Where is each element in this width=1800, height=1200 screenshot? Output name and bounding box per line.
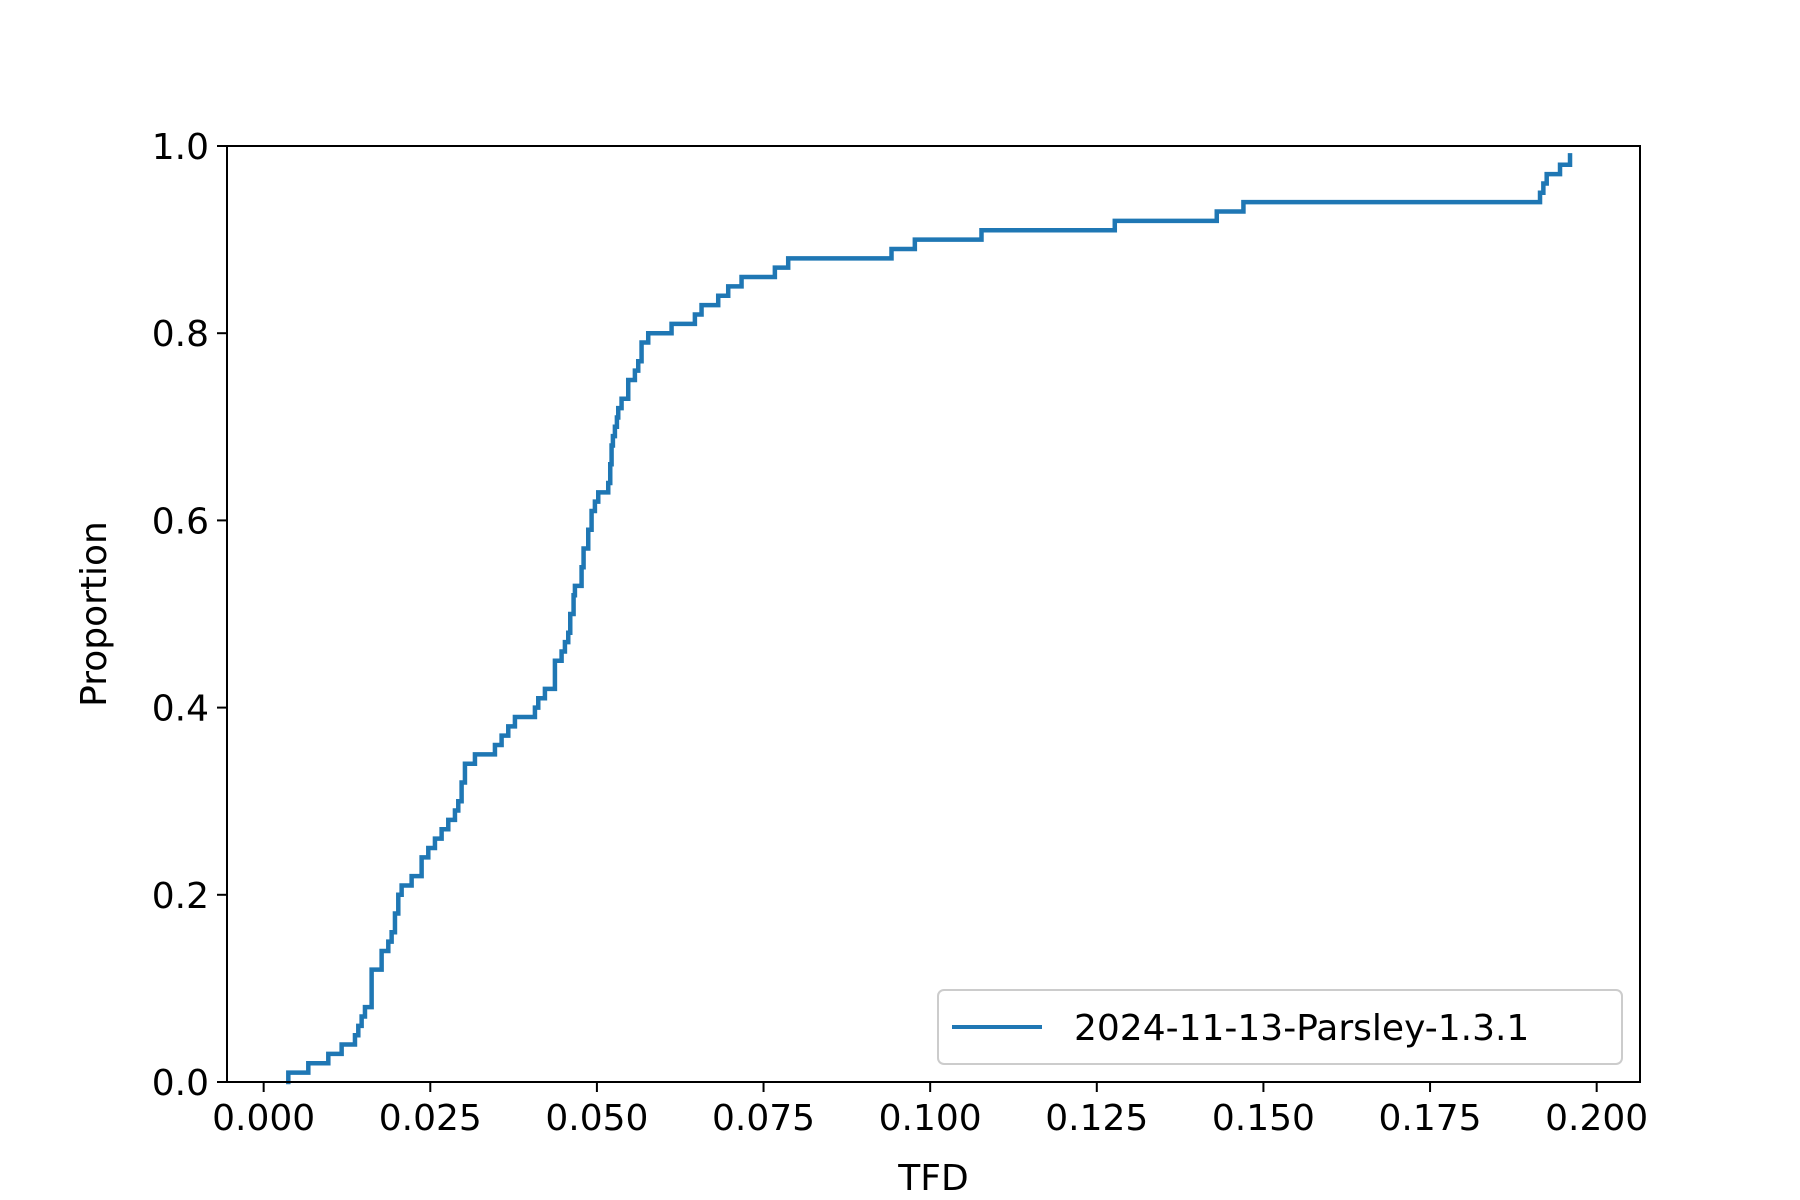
legend-box <box>937 989 1623 1065</box>
series-line <box>286 153 1573 1085</box>
y-tick-label: 1.0 <box>152 127 209 168</box>
x-tick-label: 0.175 <box>1379 1098 1482 1139</box>
y-tick-label: 0.6 <box>152 501 209 542</box>
plot-area <box>226 145 1641 1085</box>
x-tick-label: 0.125 <box>1045 1098 1148 1139</box>
x-tick-label: 0.100 <box>879 1098 982 1139</box>
plot-frame <box>226 145 1641 1083</box>
legend-label: 2024-11-13-Parsley-1.3.1 <box>1074 1008 1529 1049</box>
x-tick-label: 0.025 <box>379 1098 482 1139</box>
x-tick-label: 0.200 <box>1545 1098 1648 1139</box>
y-tick-label: 0.4 <box>152 689 209 730</box>
y-tick-label: 0.2 <box>152 876 209 917</box>
y-axis-label: Proportion <box>74 521 115 707</box>
x-axis-label: TFD <box>897 1158 968 1199</box>
x-tick-label: 0.150 <box>1212 1098 1315 1139</box>
x-tick-label: 0.000 <box>212 1098 315 1139</box>
x-tick-label: 0.050 <box>545 1098 648 1139</box>
x-tick-label: 0.075 <box>712 1098 815 1139</box>
x-axis-ticks: 0.000 0.025 0.050 0.075 0.100 0.125 0.150 0.175… <box>212 1082 1648 1139</box>
y-tick-label: 0.0 <box>152 1063 209 1104</box>
legend: 2024-11-13-Parsley-1.3.1 <box>937 989 1623 1065</box>
y-axis-ticks: 0.0 0.2 0.4 0.6 0.8 1.0 <box>152 127 227 1104</box>
y-tick-label: 0.8 <box>152 314 209 355</box>
